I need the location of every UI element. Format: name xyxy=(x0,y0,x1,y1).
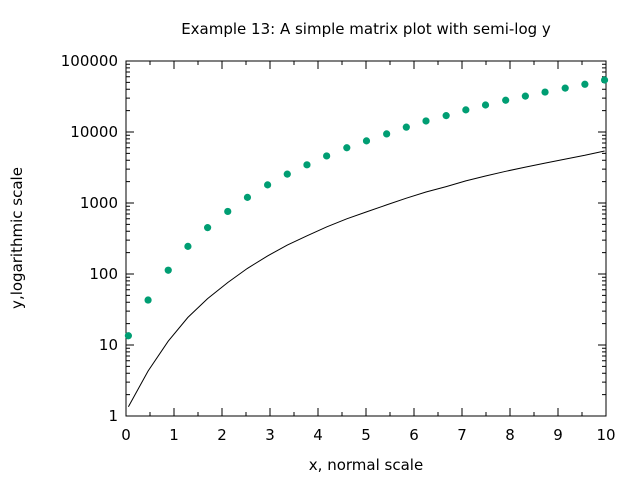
data-point xyxy=(144,296,152,304)
data-point xyxy=(561,84,569,92)
y-axis: 1 10 100 1000 10000 100000 xyxy=(61,52,606,425)
x-tick-label: 1 xyxy=(169,426,179,444)
data-point xyxy=(402,123,410,131)
plot-border xyxy=(125,60,607,417)
data-point xyxy=(283,170,291,178)
data-point xyxy=(224,207,232,216)
data-point xyxy=(541,88,549,96)
series-line xyxy=(127,150,605,407)
x-tick-label: 0 xyxy=(121,426,131,444)
x-tick-label: 8 xyxy=(505,426,515,444)
x-tick-label: 7 xyxy=(457,426,467,444)
x-tick-label: 9 xyxy=(553,426,563,444)
data-point xyxy=(323,152,331,160)
y-tick-label: 10 xyxy=(99,336,118,354)
data-point xyxy=(184,242,192,250)
data-point xyxy=(481,101,490,109)
data-point xyxy=(164,266,172,274)
data-point xyxy=(383,130,391,138)
y-tick-label: 1000 xyxy=(80,194,118,212)
y-tick-label: 10000 xyxy=(70,123,118,141)
chart-title: Example 13: A simple matrix plot with se… xyxy=(181,20,551,38)
plot-area xyxy=(125,60,607,417)
x-tick-label: 3 xyxy=(265,426,275,444)
y-tick-label: 100000 xyxy=(61,52,118,70)
data-point xyxy=(264,181,272,189)
x-tick-label: 4 xyxy=(313,426,323,444)
data-point xyxy=(600,76,609,84)
data-point xyxy=(442,112,450,120)
y-axis-label: y,logarithmic scale xyxy=(8,167,26,309)
data-point xyxy=(502,96,510,104)
data-point xyxy=(204,224,212,232)
data-point xyxy=(422,117,430,125)
data-point xyxy=(303,161,311,169)
x-tick-label: 5 xyxy=(361,426,371,444)
data-point xyxy=(581,80,589,88)
data-point xyxy=(243,193,252,201)
data-point xyxy=(124,332,132,340)
data-point xyxy=(362,137,371,145)
data-point xyxy=(462,106,470,114)
data-point xyxy=(343,144,351,152)
y-tick-label: 100 xyxy=(89,265,118,283)
x-axis: 0 1 2 3 4 5 6 7 8 9 10 xyxy=(121,61,616,444)
series-layer xyxy=(124,76,609,407)
y-tick-label: 1 xyxy=(108,407,118,425)
x-axis-label: x, normal scale xyxy=(309,456,423,474)
x-tick-label: 10 xyxy=(596,426,615,444)
x-tick-label: 6 xyxy=(409,426,419,444)
data-point xyxy=(521,92,529,100)
x-tick-label: 2 xyxy=(217,426,227,444)
